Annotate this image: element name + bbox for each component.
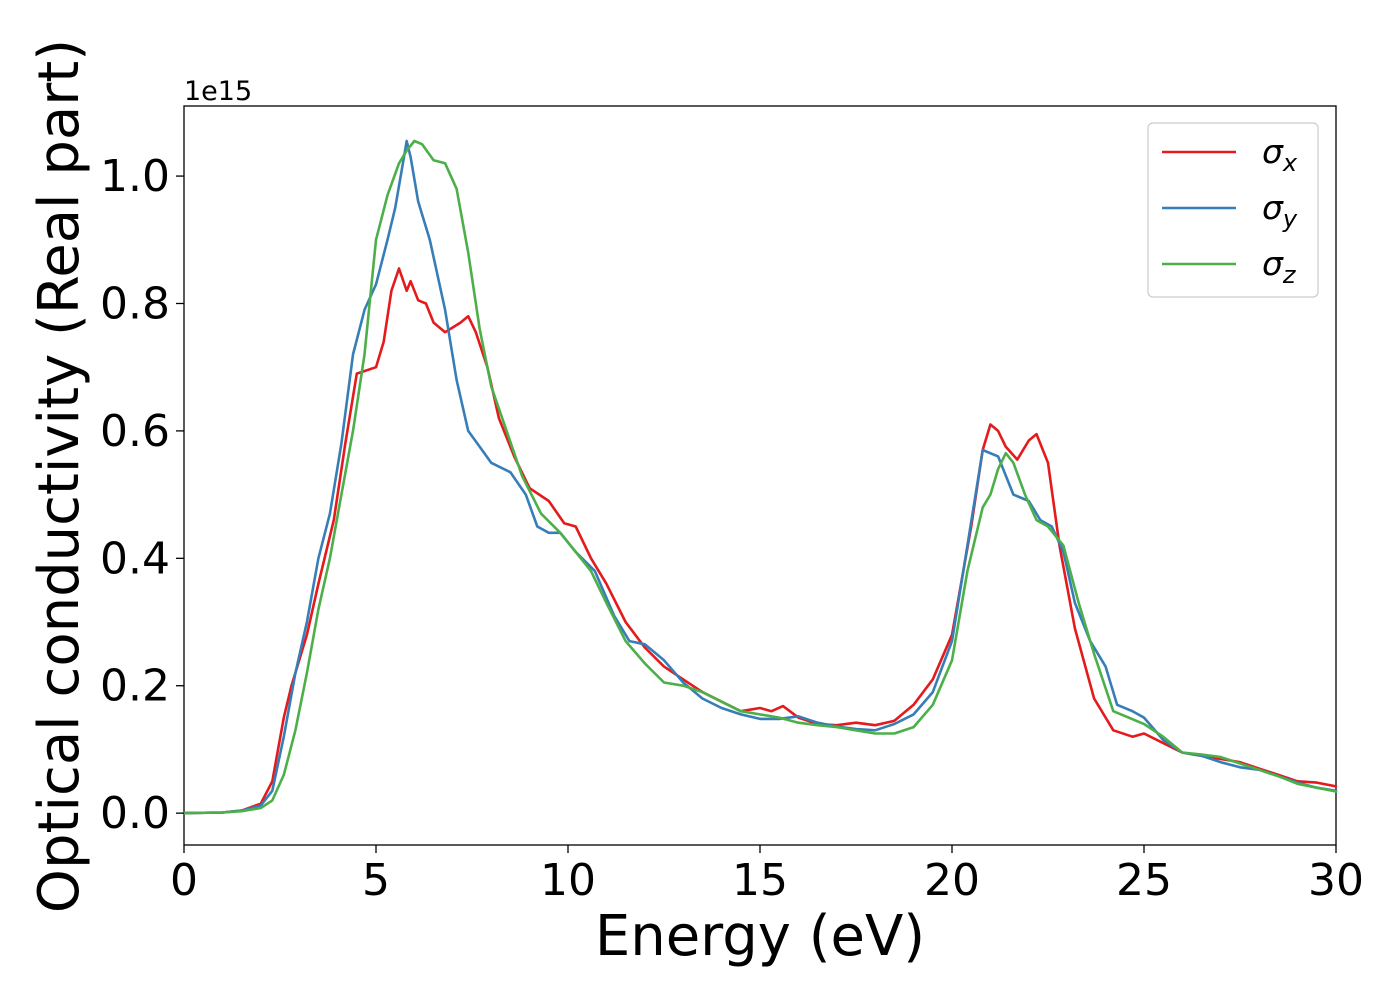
legend-item-x: σx: [1162, 132, 1298, 177]
x-tick-label: 0: [170, 855, 198, 906]
x-tick-label: 30: [1308, 855, 1364, 906]
y-tick-label: 0.6: [100, 406, 170, 457]
x-axis-title: Energy (eV): [595, 904, 925, 969]
y-offset-label: 1e15: [184, 76, 252, 107]
x-tick-label: 5: [362, 855, 390, 906]
y-tick-label: 0.2: [100, 661, 170, 712]
y-tick-label: 0.8: [100, 278, 170, 329]
plot-area: 0 5 10 15 20 25 30 0.0 0.2 0.4 0.6 0.8 1.0: [100, 105, 1364, 906]
legend-label: σx: [1262, 132, 1298, 177]
x-tick-label: 20: [924, 855, 980, 906]
y-tick-label: 1.0: [100, 151, 170, 202]
x-axis-ticks: 0 5 10 15 20 25 30: [170, 845, 1364, 906]
y-tick-label: 0.4: [100, 533, 170, 584]
y-tick-label: 0.0: [100, 788, 170, 839]
series-line-z: [182, 139, 1338, 815]
x-tick-label: 15: [732, 855, 788, 906]
series-line-x: [182, 267, 1338, 815]
y-axis-ticks: 0.0 0.2 0.4 0.6 0.8 1.0: [100, 151, 184, 839]
series-layer: [182, 139, 1338, 815]
x-tick-label: 10: [540, 855, 596, 906]
x-tick-label: 25: [1116, 855, 1172, 906]
legend-box: [1147, 122, 1319, 298]
y-axis-title: Optical conductivity (Real part): [27, 39, 92, 913]
